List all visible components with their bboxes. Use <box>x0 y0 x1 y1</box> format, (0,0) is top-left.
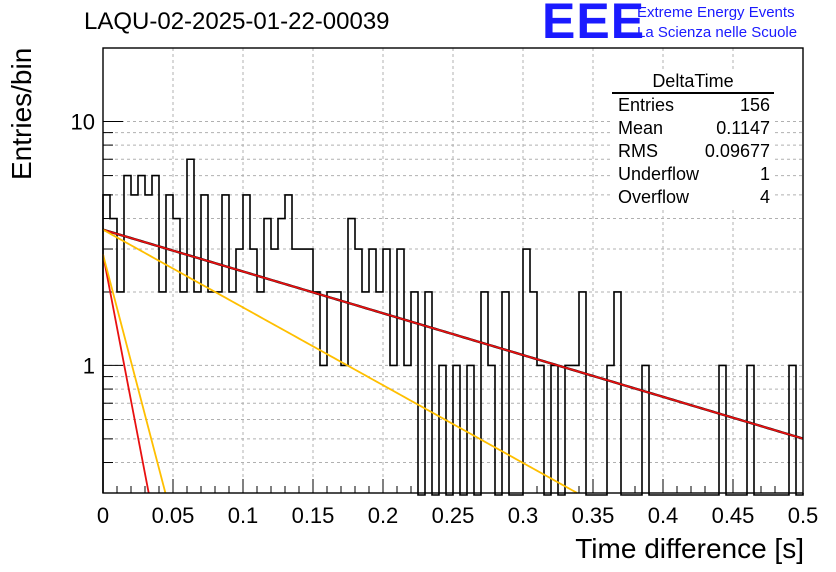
eee-tagline-1: Extreme Energy Events <box>637 4 795 21</box>
x-axis-label: Time difference [s] <box>575 533 804 564</box>
stats-row-rms: RMS 0.09677 <box>612 140 774 163</box>
stats-row-entries: Entries 156 <box>612 94 774 117</box>
x-tick-label: 0.45 <box>712 503 755 528</box>
fit-curve-1 <box>102 228 804 440</box>
x-tick-label: 0.15 <box>292 503 335 528</box>
stats-value: 1 <box>759 164 770 184</box>
x-tick-label: 0.4 <box>648 503 679 528</box>
eee-logo: EEE <box>542 0 646 49</box>
x-tick-label: 0.25 <box>432 503 475 528</box>
fit-curve-3 <box>102 254 150 494</box>
eee-tagline-2: La Scienza nelle Scuole <box>637 24 798 41</box>
stats-title: DeltaTime <box>612 70 774 94</box>
stats-row-underflow: Underflow 1 <box>612 163 774 186</box>
x-tick-label: 0.5 <box>788 503 819 528</box>
stats-label: RMS <box>618 141 658 161</box>
y-axis-label: Entries/bin <box>6 47 37 180</box>
histogram <box>102 158 804 496</box>
y-tick-label: 1 <box>83 353 95 378</box>
chart-title: LAQU-02-2025-01-22-00039 <box>84 8 390 35</box>
x-tick-label: 0.1 <box>228 503 259 528</box>
y-tick-label: 10 <box>71 109 95 134</box>
stats-value: 0.1147 <box>716 118 770 138</box>
stats-row-overflow: Overflow 4 <box>612 186 774 209</box>
stats-label: Entries <box>618 95 675 115</box>
stats-label: Overflow <box>618 187 690 207</box>
plot-frame <box>102 47 804 494</box>
stats-value: 4 <box>759 187 770 207</box>
stats-value: 0.09677 <box>704 141 770 161</box>
x-tick-label: 0.3 <box>508 503 539 528</box>
stats-label: Underflow <box>618 164 700 184</box>
stats-box: DeltaTime Entries 156 Mean 0.1147 RMS 0.… <box>612 70 774 209</box>
x-tick-label: 0 <box>97 503 109 528</box>
x-tick-label: 0.35 <box>572 503 615 528</box>
x-tick-label: 0.2 <box>368 503 399 528</box>
fit-curve-2 <box>102 228 578 494</box>
stats-label: Mean <box>618 118 664 138</box>
stats-value: 156 <box>739 95 770 115</box>
stats-row-mean: Mean 0.1147 <box>612 117 774 140</box>
fit-curve-4 <box>102 254 167 494</box>
x-tick-label: 0.05 <box>152 503 195 528</box>
